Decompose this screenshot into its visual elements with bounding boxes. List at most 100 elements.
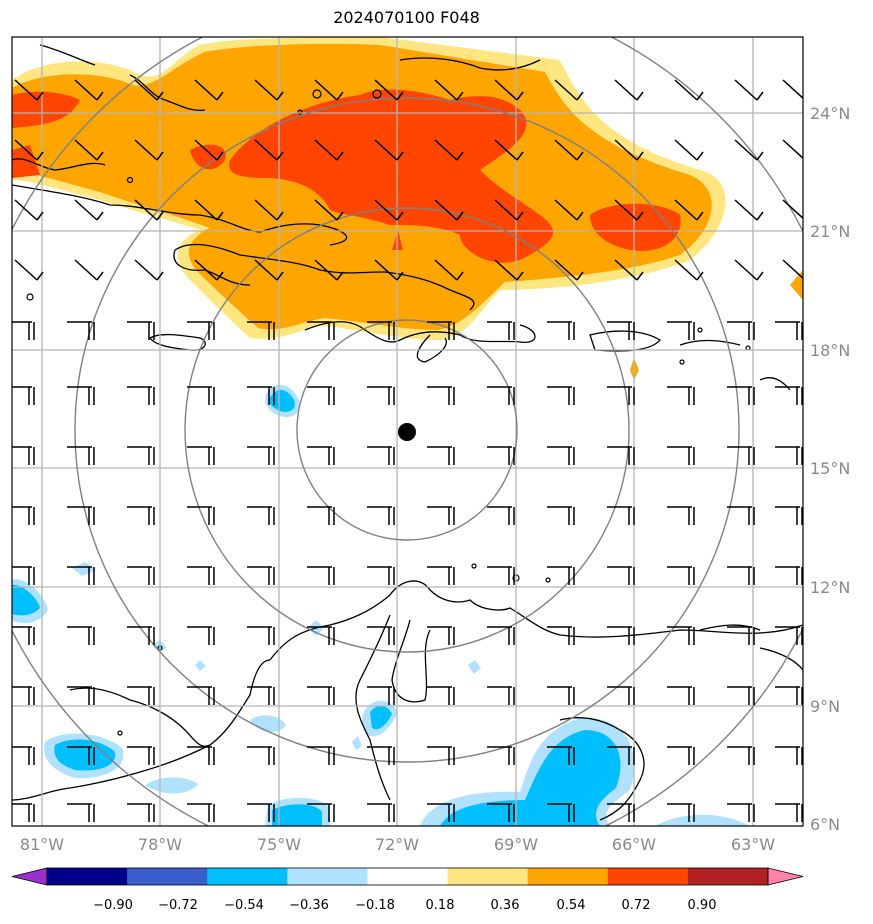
lon-label: 81°W: [20, 835, 64, 854]
wind-barb: [614, 79, 644, 101]
wind-barb: [12, 686, 35, 705]
wind-barb: [775, 386, 803, 405]
colorbar-tick-label: −0.18: [355, 898, 395, 913]
gridlines: [12, 37, 803, 826]
wind-barb: [607, 321, 635, 340]
wind-barb: [775, 446, 803, 465]
storm-center-marker: [398, 423, 416, 441]
colorbar-tick-label: 0.90: [688, 898, 717, 913]
wind-barb: [374, 199, 404, 221]
wind-barb: [307, 686, 335, 705]
wind-barb: [547, 506, 575, 525]
wind-barb: [314, 139, 344, 161]
wind-barb: [194, 259, 224, 281]
wind-barb: [607, 803, 635, 822]
wind-barb: [775, 506, 803, 525]
wind-barb: [554, 259, 584, 281]
colorbar-tick-label: 0.36: [491, 898, 520, 913]
wind-barb: [734, 199, 764, 221]
wind-barb: [247, 321, 275, 340]
wind-barb: [314, 199, 344, 221]
wind-barb: [247, 803, 275, 822]
lat-label: 6°N: [810, 815, 840, 834]
wind-barb: [547, 626, 575, 645]
wind-barb: [427, 626, 455, 645]
colorbar-outline: [46, 867, 769, 886]
wind-barb: [307, 626, 335, 645]
wind-barb: [187, 626, 215, 645]
lat-label: 9°N: [810, 697, 840, 716]
range-rings: [12, 37, 803, 826]
wind-barb: [727, 386, 755, 405]
wind-barb: [194, 79, 224, 101]
wind-barb: [367, 446, 395, 465]
wind-barb: [367, 566, 395, 585]
wind-barb: [674, 79, 704, 101]
map-title: 2024070100 F048: [333, 8, 480, 27]
wind-barb: [12, 506, 35, 525]
wind-barb: [307, 506, 335, 525]
wind-barb: [427, 803, 455, 822]
wind-barbs: [12, 79, 803, 822]
longitude-labels: 81°W 78°W 75°W 72°W 69°W 66°W 63°W: [20, 835, 775, 854]
wind-barb: [547, 686, 575, 705]
wind-barb: [434, 259, 464, 281]
wind-barb: [554, 139, 584, 161]
wind-barb: [727, 566, 755, 585]
small-islands: [26, 89, 751, 736]
lon-label: 75°W: [257, 835, 301, 854]
wind-barb: [67, 321, 95, 340]
wind-barb: [367, 321, 395, 340]
wind-barb: [247, 626, 275, 645]
wind-barb: [775, 803, 803, 822]
wind-barb: [607, 746, 635, 765]
wind-barb: [367, 386, 395, 405]
wind-barb: [427, 686, 455, 705]
lat-label: 24°N: [810, 104, 850, 123]
wind-barb: [127, 321, 155, 340]
wind-barb: [434, 139, 464, 161]
wind-barb: [775, 626, 803, 645]
colorbar-swatch: [47, 868, 128, 885]
wind-barb: [727, 321, 755, 340]
wind-barb: [127, 803, 155, 822]
wind-barb: [727, 506, 755, 525]
wind-barb: [247, 386, 275, 405]
wind-barb: [247, 446, 275, 465]
colorbar: [11, 867, 804, 886]
wind-barb: [487, 803, 515, 822]
wind-barb: [134, 259, 164, 281]
wind-barb: [782, 259, 803, 280]
colorbar-tick-label: −0.90: [93, 898, 133, 913]
colorbar-tick-label: −0.72: [158, 898, 198, 913]
wind-barb: [775, 746, 803, 765]
wind-barb: [127, 686, 155, 705]
wind-barb: [547, 446, 575, 465]
wind-barb: [307, 746, 335, 765]
wind-barb: [614, 139, 644, 161]
wind-barb: [554, 199, 584, 221]
wind-barb: [127, 746, 155, 765]
wind-barb: [487, 686, 515, 705]
wind-barb: [187, 386, 215, 405]
wind-barb: [187, 446, 215, 465]
latitude-labels: 24°N 21°N 18°N 15°N 12°N 9°N 6°N: [810, 104, 850, 834]
wind-barb: [187, 686, 215, 705]
wind-barb: [134, 199, 164, 221]
negative-shading: [12, 384, 750, 826]
wind-barb: [494, 79, 524, 101]
wind-barb: [494, 199, 524, 221]
wind-barb: [614, 259, 644, 281]
lon-label: 78°W: [138, 835, 182, 854]
wind-barb: [775, 321, 803, 340]
wind-barb: [427, 321, 455, 340]
wind-barb: [67, 506, 95, 525]
wind-barb: [434, 79, 464, 101]
wind-barb: [307, 446, 335, 465]
wind-barb: [667, 803, 695, 822]
wind-barb: [607, 446, 635, 465]
wind-barb: [74, 259, 104, 281]
wind-barb: [247, 686, 275, 705]
wind-barb: [667, 626, 695, 645]
wind-barb: [427, 446, 455, 465]
